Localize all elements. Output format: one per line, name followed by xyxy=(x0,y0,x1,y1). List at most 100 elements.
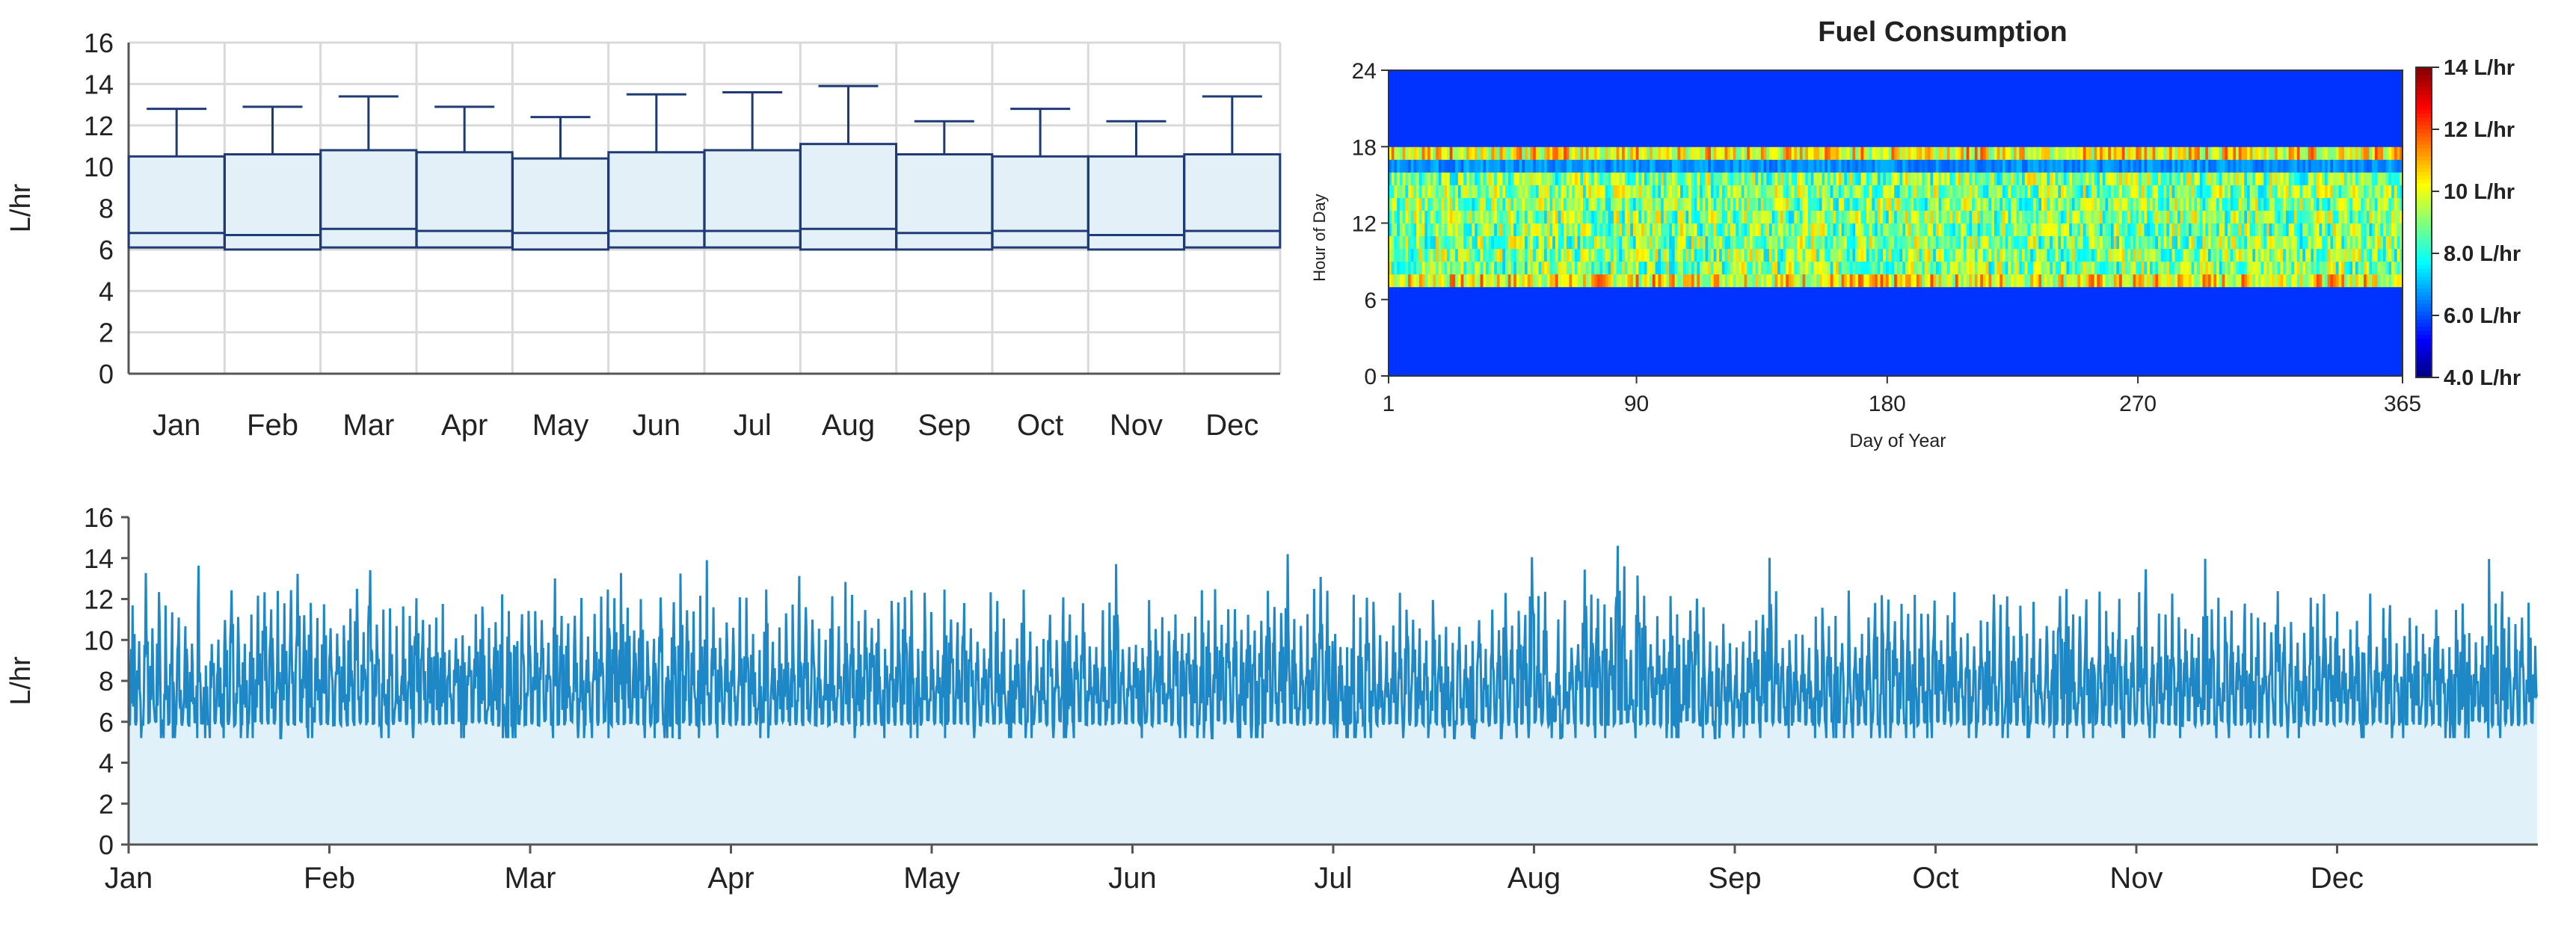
heatmap-cell xyxy=(2088,235,2092,250)
heatmap-cell xyxy=(2088,159,2092,173)
heatmap-cell xyxy=(1449,146,1454,160)
heatmap-cell xyxy=(1394,185,1398,198)
heatmap-cell xyxy=(1833,235,1836,250)
heatmap-cell xyxy=(1650,210,1653,223)
heatmap-cell xyxy=(2063,274,2068,288)
heatmap-cell xyxy=(2369,172,2373,185)
heatmap-cell xyxy=(1985,248,1990,262)
heatmap-cell xyxy=(2047,223,2050,237)
heatmap-cell xyxy=(2343,185,2348,198)
heatmap-cell xyxy=(1985,185,1990,198)
heatmap-cell xyxy=(1394,146,1398,160)
heatmap-cell xyxy=(1663,261,1667,275)
heatmap-cell xyxy=(1622,274,1626,288)
heatmap-cell xyxy=(1877,261,1881,275)
heatmap-cell xyxy=(1977,261,1981,275)
heatmap-cell xyxy=(1688,172,1692,185)
heatmap-cell xyxy=(1819,261,1823,275)
heatmap-cell xyxy=(2183,235,2186,250)
heatmap-cell xyxy=(1838,185,1842,198)
heatmap-cell xyxy=(1788,172,1792,185)
heatmap-cell xyxy=(1958,223,1961,237)
heatmap-cell xyxy=(1661,197,1664,211)
heatmap-cell xyxy=(1533,159,1537,173)
heatmap-cell xyxy=(2210,197,2214,211)
heatmap-cell xyxy=(2333,185,2337,198)
heatmap-cell xyxy=(1455,274,1459,288)
heatmap-cell xyxy=(2097,159,2100,173)
heatmap-cell xyxy=(2080,172,2084,185)
heatmap-cell xyxy=(2288,159,2292,173)
heatmap-cell xyxy=(2380,274,2384,288)
heatmap-cell xyxy=(1747,235,1750,250)
heatmap-cell xyxy=(1685,185,1689,198)
heatmap-cell xyxy=(2388,210,2392,223)
heatmap-cell xyxy=(2358,274,2361,288)
heatmap-cell xyxy=(1999,274,2003,288)
heatmap-cell xyxy=(2013,172,2017,185)
heatmap-cell xyxy=(1507,210,1512,223)
heatmap-cell xyxy=(1927,146,1931,160)
heatmap-cell xyxy=(1488,210,1493,223)
heatmap-cell xyxy=(2222,185,2225,198)
heatmap-cell xyxy=(1677,274,1681,288)
heatmap-cell xyxy=(1905,197,1909,211)
heatmap-cell xyxy=(1389,96,2403,109)
heatmap-cell xyxy=(1658,159,1662,173)
heatmap-cell xyxy=(1961,159,1964,173)
colorbar-segment xyxy=(2416,265,2432,270)
heatmap-cell xyxy=(1741,172,1745,185)
heatmap-cell xyxy=(2346,185,2351,198)
heatmap-cell xyxy=(2291,223,2295,237)
heatmap-cell xyxy=(1941,159,1945,173)
heatmap-cell xyxy=(2219,185,2223,198)
heatmap-cell xyxy=(2255,274,2259,288)
heatmap-cell xyxy=(1721,197,1726,211)
heatmap-cell xyxy=(1755,172,1759,185)
heatmap-cell xyxy=(1502,185,1506,198)
heatmap-cell xyxy=(2188,146,2192,160)
heatmap-cell xyxy=(2333,172,2337,185)
heatmap-cell xyxy=(1883,159,1887,173)
heatmap-cell xyxy=(1616,235,1620,250)
timeseries-y-tick-label: 12 xyxy=(84,584,114,615)
heatmap-cell xyxy=(1608,274,1611,288)
heatmap-cell xyxy=(1741,223,1745,237)
heatmap-cell xyxy=(1577,210,1581,223)
heatmap-cell xyxy=(1930,159,1934,173)
colorbar-segment xyxy=(2416,206,2432,212)
heatmap-cell xyxy=(1825,274,1828,288)
heatmap-cell xyxy=(1394,248,1398,262)
heatmap-cell xyxy=(1705,159,1709,173)
heatmap-cell xyxy=(2341,159,2345,173)
heatmap-cell xyxy=(1505,146,1509,160)
heatmap-cell xyxy=(1593,261,1598,275)
heatmap-cell xyxy=(1538,223,1542,237)
heatmap-cell xyxy=(1496,210,1501,223)
heatmap-cell xyxy=(1964,197,1967,211)
heatmap-cell xyxy=(2102,159,2106,173)
heatmap-cell xyxy=(1744,197,1747,211)
heatmap-cell xyxy=(2008,223,2011,237)
heatmap-cell xyxy=(1421,159,1425,173)
heatmap-cell xyxy=(1564,261,1567,275)
heatmap-cell xyxy=(1680,172,1684,185)
heatmap-cell xyxy=(2394,274,2398,288)
heatmap-cell xyxy=(1638,274,1642,288)
heatmap-cell xyxy=(2024,248,2029,262)
heatmap-cell xyxy=(2363,223,2367,237)
heatmap-cell xyxy=(1744,172,1747,185)
heatmap-cell xyxy=(2024,146,2029,160)
heatmap-cell xyxy=(1721,159,1726,173)
heatmap-cell xyxy=(1807,235,1812,250)
heatmap-cell xyxy=(1733,185,1736,198)
heatmap-cell xyxy=(1405,248,1409,262)
heatmap-cell xyxy=(1480,261,1484,275)
heatmap-cell xyxy=(1721,210,1726,223)
heatmap-cell xyxy=(1768,248,1773,262)
heatmap-cell xyxy=(2011,159,2014,173)
heatmap-cell xyxy=(1768,223,1773,237)
heatmap-cell xyxy=(2272,223,2275,237)
heatmap-cell xyxy=(2260,235,2264,250)
heatmap-cell xyxy=(2121,197,2126,211)
